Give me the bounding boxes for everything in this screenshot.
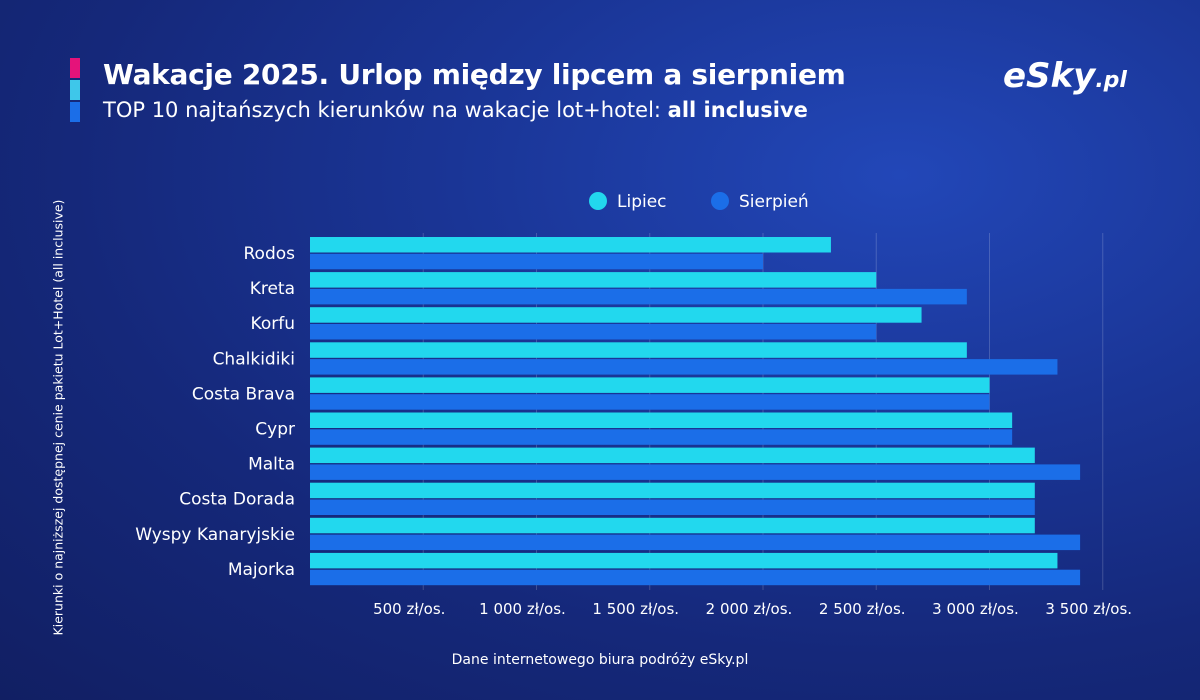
x-tick-label: 1 000 zł/os. <box>479 600 566 618</box>
subtitle-text: TOP 10 najtańszych kierunków na wakacje … <box>103 98 668 122</box>
category-label: Rodos <box>244 244 296 264</box>
source-note: Dane internetowego biura podróży eSky.pl <box>451 652 749 668</box>
bar-lipiec <box>310 552 1058 569</box>
accent-bars <box>70 58 80 124</box>
esky-logo: eSky.pl <box>1003 56 1127 96</box>
x-tick-label: 3 000 zł/os. <box>932 600 1019 618</box>
chart-title: Wakacje 2025. Urlop między lipcem a sier… <box>103 58 846 91</box>
bar-sierpien <box>310 394 990 410</box>
category-label: Costa Dorada <box>179 490 295 510</box>
legend-lipiec-label: Lipiec <box>617 192 667 212</box>
bar-lipiec <box>310 377 990 393</box>
x-tick-label: 2 500 zł/os. <box>819 600 906 618</box>
logo-suffix: .pl <box>1095 68 1127 93</box>
legend-sierpien-label: Sierpień <box>739 192 809 212</box>
bar-lipiec <box>310 307 922 323</box>
bar-sierpien <box>310 288 967 305</box>
bar-sierpien <box>310 429 1013 445</box>
bar-lipiec <box>310 447 1035 464</box>
accent-bar-pink <box>70 58 80 78</box>
logo-main: eSky <box>1003 56 1096 96</box>
bar-sierpien <box>310 499 1035 515</box>
accent-bar-blue <box>70 102 80 122</box>
x-tick-label: 3 500 zł/os. <box>1045 600 1132 618</box>
category-label: Korfu <box>251 314 295 334</box>
category-label: Malta <box>248 455 295 475</box>
legend-sierpien-swatch <box>711 192 729 210</box>
legend-lipiec-swatch <box>589 192 607 210</box>
bar-lipiec <box>310 237 831 253</box>
bar-lipiec <box>310 272 877 288</box>
category-label: Majorka <box>228 560 295 580</box>
bar-sierpien <box>310 464 1081 480</box>
category-label: Costa Brava <box>192 384 295 404</box>
subtitle-bold: all inclusive <box>667 98 808 122</box>
bar-sierpien <box>310 569 1081 586</box>
x-tick-label: 500 zł/os. <box>373 600 445 618</box>
chart-subtitle: TOP 10 najtańszych kierunków na wakacje … <box>103 98 808 122</box>
bar-sierpien <box>310 534 1081 551</box>
bar-lipiec <box>310 342 967 358</box>
category-label: Chalkidiki <box>213 349 295 369</box>
category-label: Kreta <box>250 279 295 299</box>
bar-lipiec <box>310 517 1035 534</box>
bar-lipiec <box>310 482 1035 499</box>
x-tick-label: 1 500 zł/os. <box>592 600 679 618</box>
bar-sierpien <box>310 253 763 270</box>
bar-sierpien <box>310 359 1058 375</box>
category-label: Cypr <box>255 420 295 440</box>
category-label: Wyspy Kanaryjskie <box>135 525 295 545</box>
bar-sierpien <box>310 324 877 340</box>
x-tick-label: 2 000 zł/os. <box>706 600 793 618</box>
accent-bar-cyan <box>70 80 80 100</box>
bar-lipiec <box>310 412 1013 428</box>
